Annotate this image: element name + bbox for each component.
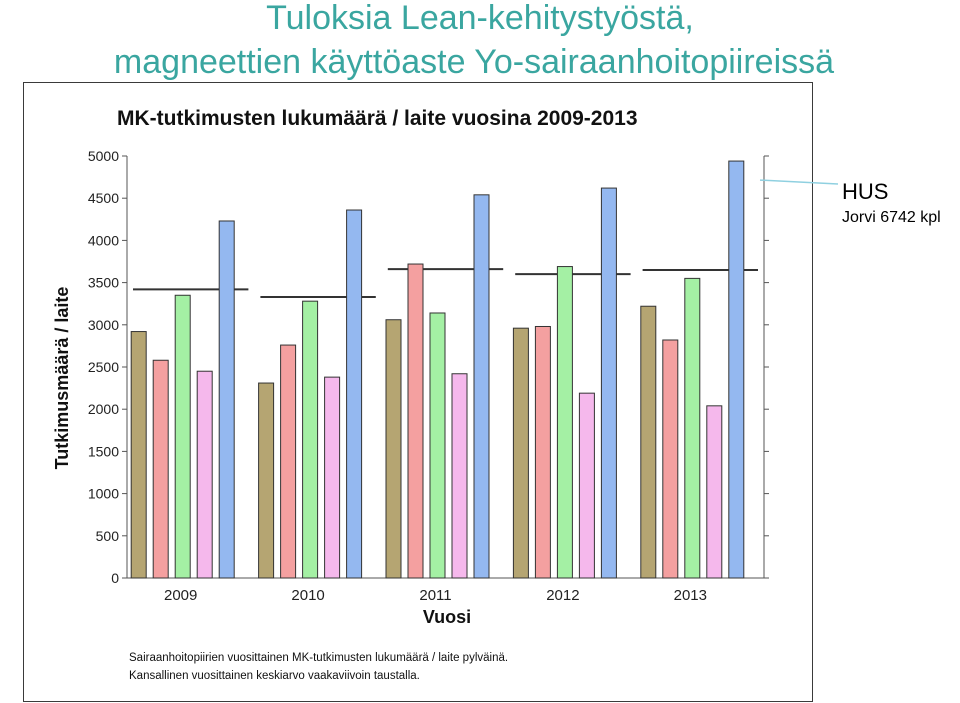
bar [385,319,402,579]
y-tick-label: 500 [96,528,120,544]
bar [196,370,213,579]
bar [346,209,363,579]
footnote-line1: Sairaanhoitopiirien vuosittainen MK-tutk… [129,652,508,664]
y-tick-label: 1000 [88,486,119,502]
bar [684,277,701,579]
chart-svg: MK-tutkimusten lukumäärä / laite vuosina… [52,107,769,682]
y-tick-label: 1500 [88,443,119,459]
bar [600,187,617,579]
bar [556,266,573,579]
y-tick-label: 2000 [88,401,119,417]
x-tick-label: 2013 [674,587,707,604]
bar [280,344,297,579]
bar [512,327,529,579]
hus-label: HUS [842,179,889,204]
x-tick-label: 2011 [419,587,451,604]
x-tick-label: 2012 [546,587,579,604]
y-tick-label: 4000 [88,232,119,248]
bar [706,405,723,579]
x-tick-label: 2010 [291,587,324,604]
bar [218,220,235,579]
bar [152,359,169,579]
bar [534,325,551,579]
y-tick-label: 4500 [88,190,119,206]
bar [473,194,490,579]
slide-title-line1: Tuloksia Lean-kehitystyöstä, [266,0,694,37]
y-tick-label: 3500 [88,275,119,291]
bar [578,392,595,579]
plot-area: 0 500 1000 1500 2000 2500 3000 3500 4000 4500 5000… [88,148,769,604]
bar [130,331,147,579]
bar [429,312,446,579]
x-axis-label: Vuosi [423,607,471,627]
bar [174,294,191,579]
y-tick-label: 0 [111,570,119,586]
slide-title-line2: magneettien käyttöaste Yo-sairaanhoitopi… [113,43,835,81]
bar [258,382,275,579]
footnote-line2: Kansallinen vuosittainen keskiarvo vaaka… [129,670,420,682]
bar [662,339,679,579]
chart-title: MK-tutkimusten lukumäärä / laite vuosina… [117,107,638,130]
chart-panel: MK-tutkimusten lukumäärä / laite vuosina… [23,82,813,702]
y-tick-label: 5000 [88,148,119,164]
y-tick-label: 3000 [88,317,119,333]
hus-sublabel: Jorvi 6742 kpl [842,209,941,226]
y-tick-label: 2500 [88,359,119,375]
x-tick-label: 2009 [164,587,197,604]
bar [407,263,424,579]
bar [728,160,745,579]
bar [324,376,341,579]
bar [640,305,657,579]
bar [451,373,468,579]
y-axis-label: Tutkimusmäärä / laite [52,287,72,470]
bar [302,300,319,579]
